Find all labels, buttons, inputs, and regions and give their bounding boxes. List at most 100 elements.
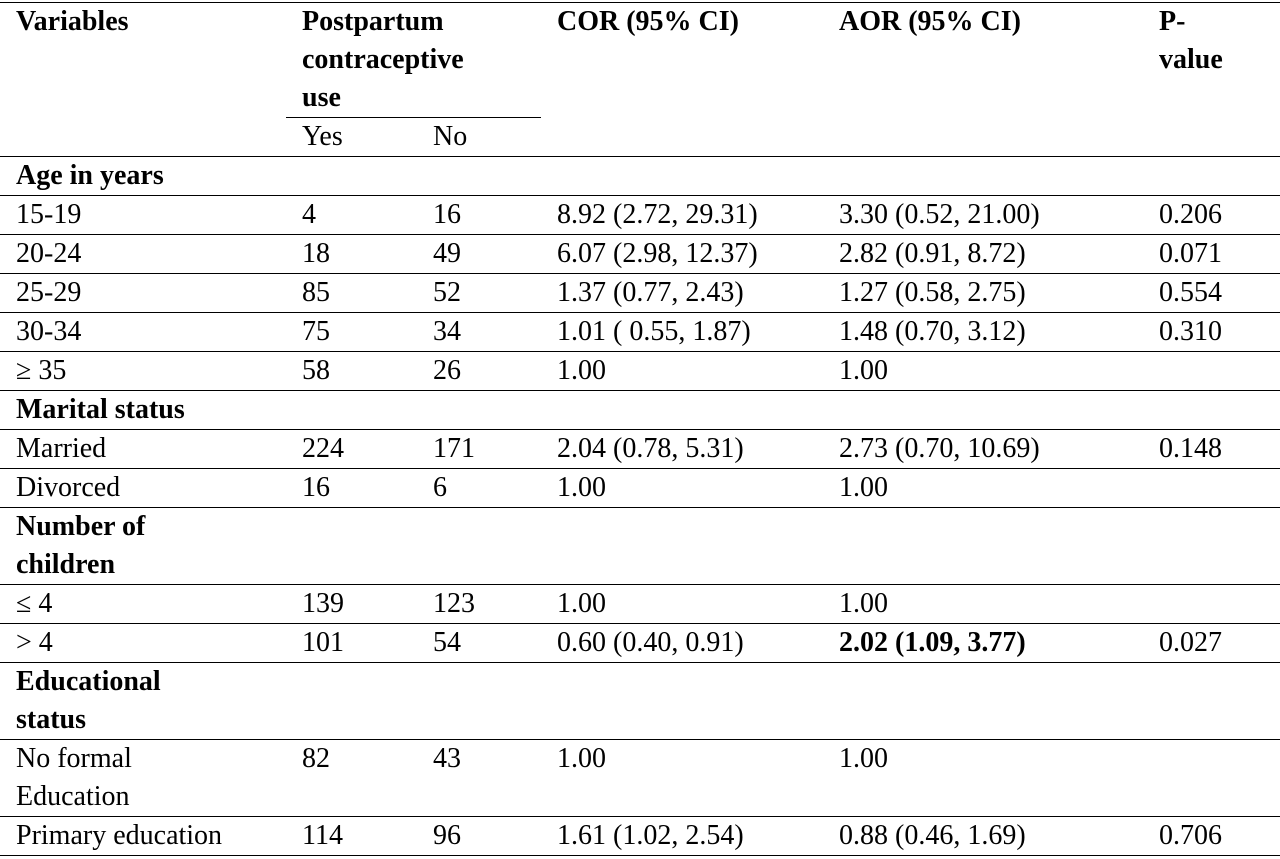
row-label: ≤ 4 [0, 584, 286, 624]
p-value [1143, 584, 1280, 624]
subheader-empty [541, 117, 823, 157]
empty-cell [286, 662, 417, 740]
p-value [1143, 468, 1280, 508]
empty-cell [823, 662, 1143, 740]
empty-cell [286, 507, 417, 585]
yes-count: 114 [286, 816, 417, 856]
table-row: Divorced 16 6 1.00 1.00 [0, 468, 1280, 508]
p-value: 0.071 [1143, 234, 1280, 274]
no-count: 96 [417, 816, 541, 856]
cor-value: 2.04 (0.78, 5.31) [541, 429, 823, 469]
yes-count: 58 [286, 351, 417, 391]
section-label: Educational status [0, 662, 286, 740]
yes-count: 224 [286, 429, 417, 469]
yes-count: 18 [286, 234, 417, 274]
empty-cell [1143, 507, 1280, 585]
subheader-empty [1143, 117, 1280, 157]
table-row: ≥ 35 58 26 1.00 1.00 [0, 351, 1280, 391]
no-count: 171 [417, 429, 541, 469]
empty-cell [823, 507, 1143, 585]
row-label: Married [0, 429, 286, 469]
empty-cell [286, 390, 417, 430]
yes-count: 101 [286, 623, 417, 663]
row-label: Primary education [0, 816, 286, 856]
empty-cell [1143, 156, 1280, 196]
p-value [1143, 739, 1280, 817]
yes-count: 85 [286, 273, 417, 313]
empty-cell [541, 507, 823, 585]
no-count: 26 [417, 351, 541, 391]
table-row: 25-29 85 52 1.37 (0.77, 2.43) 1.27 (0.58, 2.… [0, 273, 1280, 313]
yes-count: 139 [286, 584, 417, 624]
cor-value: 1.00 [541, 468, 823, 508]
cor-header: COR (95% CI) [541, 2, 823, 118]
yes-count: 16 [286, 468, 417, 508]
no-header: No [417, 117, 541, 157]
aor-value: 0.88 (0.46, 1.69) [823, 816, 1143, 856]
aor-value: 2.73 (0.70, 10.69) [823, 429, 1143, 469]
empty-cell [417, 662, 541, 740]
table-row: No formal Education 82 43 1.00 1.00 [0, 739, 1280, 817]
header-row: Variables Postpartum contraceptive use C… [0, 2, 1280, 118]
empty-cell [286, 156, 417, 196]
cor-value: 0.60 (0.40, 0.91) [541, 623, 823, 663]
aor-value: 1.00 [823, 739, 1143, 817]
cor-value: 1.61 (1.02, 2.54) [541, 816, 823, 856]
variables-header: Variables [0, 2, 286, 118]
subheader-row: Yes No [0, 117, 1280, 157]
table-row: 30-34 75 34 1.01 ( 0.55, 1.87) 1.48 (0.70, 3… [0, 312, 1280, 352]
pvalue-header: P-value [1143, 2, 1280, 118]
row-label: 15-19 [0, 195, 286, 235]
table-row: Married 224 171 2.04 (0.78, 5.31) 2.73 (0.70… [0, 429, 1280, 469]
cor-value: 1.37 (0.77, 2.43) [541, 273, 823, 313]
aor-value: 1.00 [823, 468, 1143, 508]
cor-value: 1.00 [541, 739, 823, 817]
aor-value: 3.30 (0.52, 21.00) [823, 195, 1143, 235]
no-count: 16 [417, 195, 541, 235]
table-body: Age in years 15-19 4 16 8.92 (2.72, 29.31) 3.… [0, 156, 1280, 856]
row-label: ≥ 35 [0, 351, 286, 391]
cor-value: 1.00 [541, 584, 823, 624]
row-label: > 4 [0, 623, 286, 663]
table-row: 15-19 4 16 8.92 (2.72, 29.31) 3.30 (0.52, 21… [0, 195, 1280, 235]
empty-cell [823, 390, 1143, 430]
empty-cell [417, 390, 541, 430]
p-value [1143, 351, 1280, 391]
row-label: 30-34 [0, 312, 286, 352]
postpartum-header: Postpartum contraceptive use [286, 2, 541, 118]
yes-count: 75 [286, 312, 417, 352]
p-value: 0.027 [1143, 623, 1280, 663]
yes-header: Yes [286, 117, 417, 157]
empty-cell [417, 156, 541, 196]
section-label: Number of children [0, 507, 286, 585]
p-value: 0.148 [1143, 429, 1280, 469]
no-count: 52 [417, 273, 541, 313]
aor-value: 1.27 (0.58, 2.75) [823, 273, 1143, 313]
table-row: > 4 101 54 0.60 (0.40, 0.91) 2.02 (1.09, 3.7… [0, 623, 1280, 663]
no-count: 49 [417, 234, 541, 274]
table-row: Primary education 114 96 1.61 (1.02, 2.54) 0… [0, 816, 1280, 856]
row-label: Divorced [0, 468, 286, 508]
aor-value: 1.00 [823, 351, 1143, 391]
p-value: 0.554 [1143, 273, 1280, 313]
section-label: Age in years [0, 156, 286, 196]
no-count: 54 [417, 623, 541, 663]
aor-value: 1.00 [823, 584, 1143, 624]
cor-value: 8.92 (2.72, 29.31) [541, 195, 823, 235]
cor-value: 6.07 (2.98, 12.37) [541, 234, 823, 274]
section-row: Educational status [0, 662, 1280, 740]
aor-value: 1.48 (0.70, 3.12) [823, 312, 1143, 352]
subheader-empty [0, 117, 286, 157]
table-row: ≤ 4 139 123 1.00 1.00 [0, 584, 1280, 624]
empty-cell [823, 156, 1143, 196]
aor-value: 2.02 (1.09, 3.77) [823, 623, 1143, 663]
row-label: 25-29 [0, 273, 286, 313]
section-row: Number of children [0, 507, 1280, 585]
no-count: 123 [417, 584, 541, 624]
aor-header: AOR (95% CI) [823, 2, 1143, 118]
aor-value: 2.82 (0.91, 8.72) [823, 234, 1143, 274]
empty-cell [417, 507, 541, 585]
row-label: 20-24 [0, 234, 286, 274]
no-count: 43 [417, 739, 541, 817]
